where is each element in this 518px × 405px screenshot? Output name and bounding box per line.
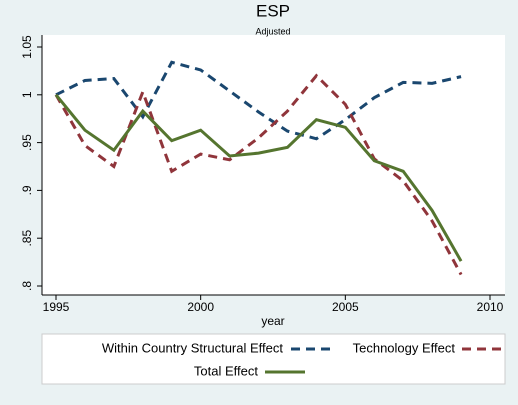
plot-area [42, 35, 505, 295]
series-line [54, 93, 463, 262]
chart-subtitle: Adjusted [255, 26, 290, 36]
x-tick-label: 1995 [43, 300, 70, 314]
x-tick-label: 2010 [477, 300, 504, 314]
x-axis-label: year [261, 314, 284, 328]
y-tick-label: 1.05 [20, 35, 34, 59]
legend-label: Within Country Structural Effect [102, 340, 283, 355]
y-tick-label: .95 [20, 134, 34, 151]
y-tick-label: 1 [20, 91, 34, 98]
y-tick-label: .9 [20, 185, 34, 195]
series-line [55, 60, 462, 141]
chart-title: ESP [256, 1, 290, 20]
y-tick-label: .85 [20, 230, 34, 247]
legend-label: Technology Effect [353, 340, 456, 355]
x-tick-label: 2005 [332, 300, 359, 314]
y-tick-label: .8 [20, 281, 34, 291]
series-line [54, 73, 463, 276]
legend-label: Total Effect [194, 363, 258, 378]
x-tick-label: 2000 [187, 300, 214, 314]
legend [41, 333, 506, 385]
